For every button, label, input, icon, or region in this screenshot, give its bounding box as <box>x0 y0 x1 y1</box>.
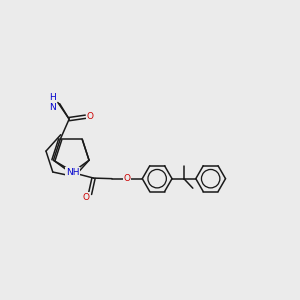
Text: O: O <box>124 174 131 183</box>
Text: NH: NH <box>66 168 80 177</box>
Text: S: S <box>68 169 74 178</box>
Text: H: H <box>49 93 56 102</box>
Text: O: O <box>82 193 89 202</box>
Text: N: N <box>49 103 56 112</box>
Text: O: O <box>86 112 93 121</box>
